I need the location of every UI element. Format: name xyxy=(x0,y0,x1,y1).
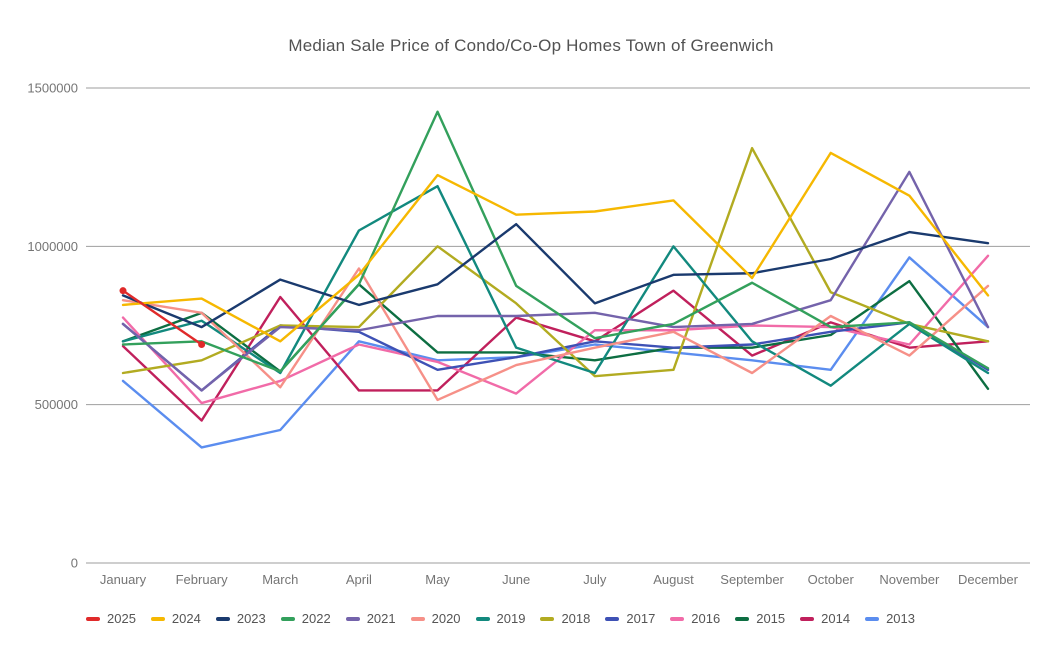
y-axis-tick-label: 0 xyxy=(71,556,78,571)
legend-label: 2023 xyxy=(236,611,266,626)
y-axis-tick-label: 500000 xyxy=(35,397,78,412)
y-axis-tick-label: 1500000 xyxy=(27,81,78,96)
legend-swatch-2022 xyxy=(280,616,295,621)
x-axis-label: July xyxy=(583,572,607,587)
legend-item-2023[interactable]: 2023 xyxy=(215,611,266,626)
legend-swatch-2021 xyxy=(345,616,360,621)
legend-swatch-2020 xyxy=(410,616,425,621)
legend-item-2025[interactable]: 2025 xyxy=(86,611,136,626)
legend-item-2013[interactable]: 2013 xyxy=(865,611,915,626)
y-axis-tick-label: 1000000 xyxy=(27,239,78,254)
legend-label: 2020 xyxy=(431,611,461,626)
x-axis-label: June xyxy=(502,572,530,587)
x-axis-label: March xyxy=(262,572,298,587)
legend-label: 2025 xyxy=(107,611,136,626)
legend-label: 2024 xyxy=(171,611,201,626)
legend-item-2016[interactable]: 2016 xyxy=(670,611,720,626)
series-line-2021[interactable] xyxy=(121,170,990,392)
series-line-2022[interactable] xyxy=(121,110,990,373)
legend-label: 2016 xyxy=(691,611,721,626)
series-line-2019[interactable] xyxy=(121,184,990,387)
x-axis-label: April xyxy=(346,572,372,587)
legend-item-2019[interactable]: 2019 xyxy=(475,611,526,626)
series-point-2025[interactable] xyxy=(119,287,127,295)
legend-swatch-2025 xyxy=(86,616,100,621)
legend-item-2022[interactable]: 2022 xyxy=(280,611,331,626)
legend-swatch-2013 xyxy=(865,616,880,621)
legend-swatch-2017 xyxy=(605,616,620,621)
series-line-2023[interactable] xyxy=(121,222,990,329)
series-line-2013[interactable] xyxy=(121,256,990,449)
legend-label: 2015 xyxy=(756,611,786,626)
legend-swatch-2024 xyxy=(150,616,165,621)
legend-label: 2019 xyxy=(496,611,526,626)
x-axis-label: November xyxy=(879,572,940,587)
legend-label: 2013 xyxy=(886,611,915,626)
legend-item-2020[interactable]: 2020 xyxy=(410,611,461,626)
legend-label: 2018 xyxy=(561,611,591,626)
x-axis-label: January xyxy=(100,572,147,587)
x-axis-label: February xyxy=(176,572,229,587)
legend-item-2017[interactable]: 2017 xyxy=(605,611,655,626)
series-line-2024[interactable] xyxy=(121,151,990,343)
x-axis-label: September xyxy=(720,572,784,587)
legend-label: 2022 xyxy=(301,611,331,626)
legend-label: 2014 xyxy=(821,611,851,626)
legend-swatch-2015 xyxy=(735,616,750,621)
legend-label: 2021 xyxy=(366,611,396,626)
legend-swatch-2018 xyxy=(540,616,555,621)
series-line-2018[interactable] xyxy=(121,146,990,378)
legend-item-2021[interactable]: 2021 xyxy=(345,611,396,626)
legend-label: 2017 xyxy=(626,611,656,626)
legend-item-2018[interactable]: 2018 xyxy=(540,611,590,626)
series-line-2025[interactable] xyxy=(121,289,203,346)
x-axis-label: October xyxy=(808,572,855,587)
x-axis-label: May xyxy=(425,572,450,587)
line-chart-plot-area[interactable]: 0 500000 1000000 1500000 January February Marc… xyxy=(0,60,1062,600)
legend-swatch-2014 xyxy=(800,616,815,621)
legend-item-2024[interactable]: 2024 xyxy=(150,611,201,626)
series-point-2025[interactable] xyxy=(198,341,206,348)
x-axis-label: December xyxy=(958,572,1019,587)
series-line-2020[interactable] xyxy=(121,267,990,402)
x-axis-label: August xyxy=(653,572,694,587)
legend-swatch-2019 xyxy=(475,616,490,621)
chart-legend: 2025 2024 2023 2022 2021 2020 2019 2018 2017 2016… xyxy=(86,611,915,626)
legend-swatch-2023 xyxy=(215,616,230,621)
legend-item-2014[interactable]: 2014 xyxy=(800,611,850,626)
legend-item-2015[interactable]: 2015 xyxy=(735,611,785,626)
legend-swatch-2016 xyxy=(670,616,685,621)
chart-title: Median Sale Price of Condo/Co-Op Homes T… xyxy=(288,36,774,55)
